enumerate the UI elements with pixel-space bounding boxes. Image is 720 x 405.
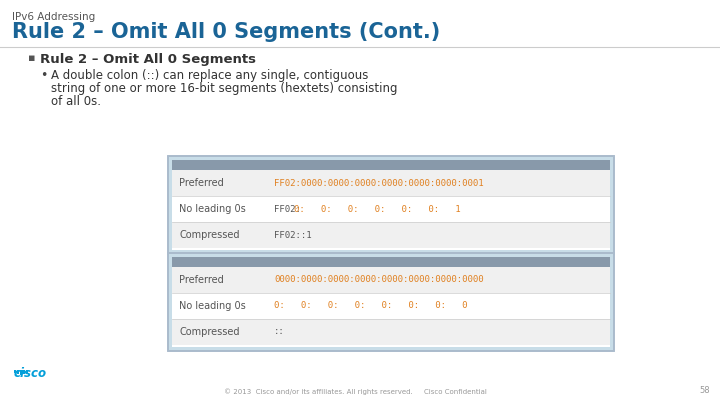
Text: of all 0s.: of all 0s. (51, 95, 101, 108)
FancyBboxPatch shape (14, 370, 16, 373)
Text: © 2013  Cisco and/or its affiliates. All rights reserved.     Cisco Confidential: © 2013 Cisco and/or its affiliates. All … (224, 388, 487, 395)
FancyBboxPatch shape (172, 267, 267, 293)
FancyBboxPatch shape (23, 370, 25, 374)
FancyBboxPatch shape (172, 160, 610, 250)
Text: FF02:: FF02: (274, 205, 301, 213)
FancyBboxPatch shape (172, 257, 610, 347)
Text: Preferred: Preferred (179, 178, 224, 188)
Text: 0000:0000:0000:0000:0000:0000:0000:0000: 0000:0000:0000:0000:0000:0000:0000:0000 (274, 275, 484, 284)
Text: Compressed: Compressed (179, 327, 240, 337)
Text: Preferred: Preferred (179, 275, 224, 285)
Text: 0:   0:   0:   0:   0:   0:   1: 0: 0: 0: 0: 0: 0: 1 (294, 205, 461, 213)
FancyBboxPatch shape (267, 319, 610, 345)
Text: cisco: cisco (14, 367, 47, 380)
FancyBboxPatch shape (172, 222, 267, 248)
FancyBboxPatch shape (267, 222, 610, 248)
Text: ::: :: (274, 328, 284, 337)
Text: IPv6 Addressing: IPv6 Addressing (12, 12, 95, 22)
FancyBboxPatch shape (168, 156, 614, 254)
FancyBboxPatch shape (267, 170, 610, 196)
Text: No leading 0s: No leading 0s (179, 301, 246, 311)
FancyBboxPatch shape (172, 170, 267, 196)
Text: FF02::1: FF02::1 (274, 230, 312, 239)
Text: A double colon (::) can replace any single, contiguous: A double colon (::) can replace any sing… (51, 69, 369, 82)
Text: Compressed: Compressed (179, 230, 240, 240)
FancyBboxPatch shape (26, 370, 28, 373)
FancyBboxPatch shape (20, 370, 22, 375)
FancyBboxPatch shape (172, 257, 610, 267)
FancyBboxPatch shape (172, 196, 267, 222)
FancyBboxPatch shape (172, 293, 267, 319)
FancyBboxPatch shape (267, 293, 610, 319)
Text: string of one or more 16-bit segments (hextets) consisting: string of one or more 16-bit segments (h… (51, 82, 397, 95)
Text: •: • (40, 69, 48, 82)
FancyBboxPatch shape (267, 196, 610, 222)
Text: 0:   0:   0:   0:   0:   0:   0:   0: 0: 0: 0: 0: 0: 0: 0: 0 (274, 301, 467, 311)
Text: Rule 2 – Omit All 0 Segments: Rule 2 – Omit All 0 Segments (40, 53, 256, 66)
Text: No leading 0s: No leading 0s (179, 204, 246, 214)
FancyBboxPatch shape (267, 267, 610, 293)
FancyBboxPatch shape (172, 319, 267, 345)
FancyBboxPatch shape (17, 370, 19, 374)
FancyBboxPatch shape (168, 253, 614, 351)
FancyBboxPatch shape (172, 160, 610, 170)
Text: FF02:0000:0000:0000:0000:0000:0000:0001: FF02:0000:0000:0000:0000:0000:0000:0001 (274, 179, 484, 188)
Text: 58: 58 (699, 386, 710, 395)
Text: ▪: ▪ (28, 53, 35, 63)
Text: Rule 2 – Omit All 0 Segments (Cont.): Rule 2 – Omit All 0 Segments (Cont.) (12, 22, 440, 42)
